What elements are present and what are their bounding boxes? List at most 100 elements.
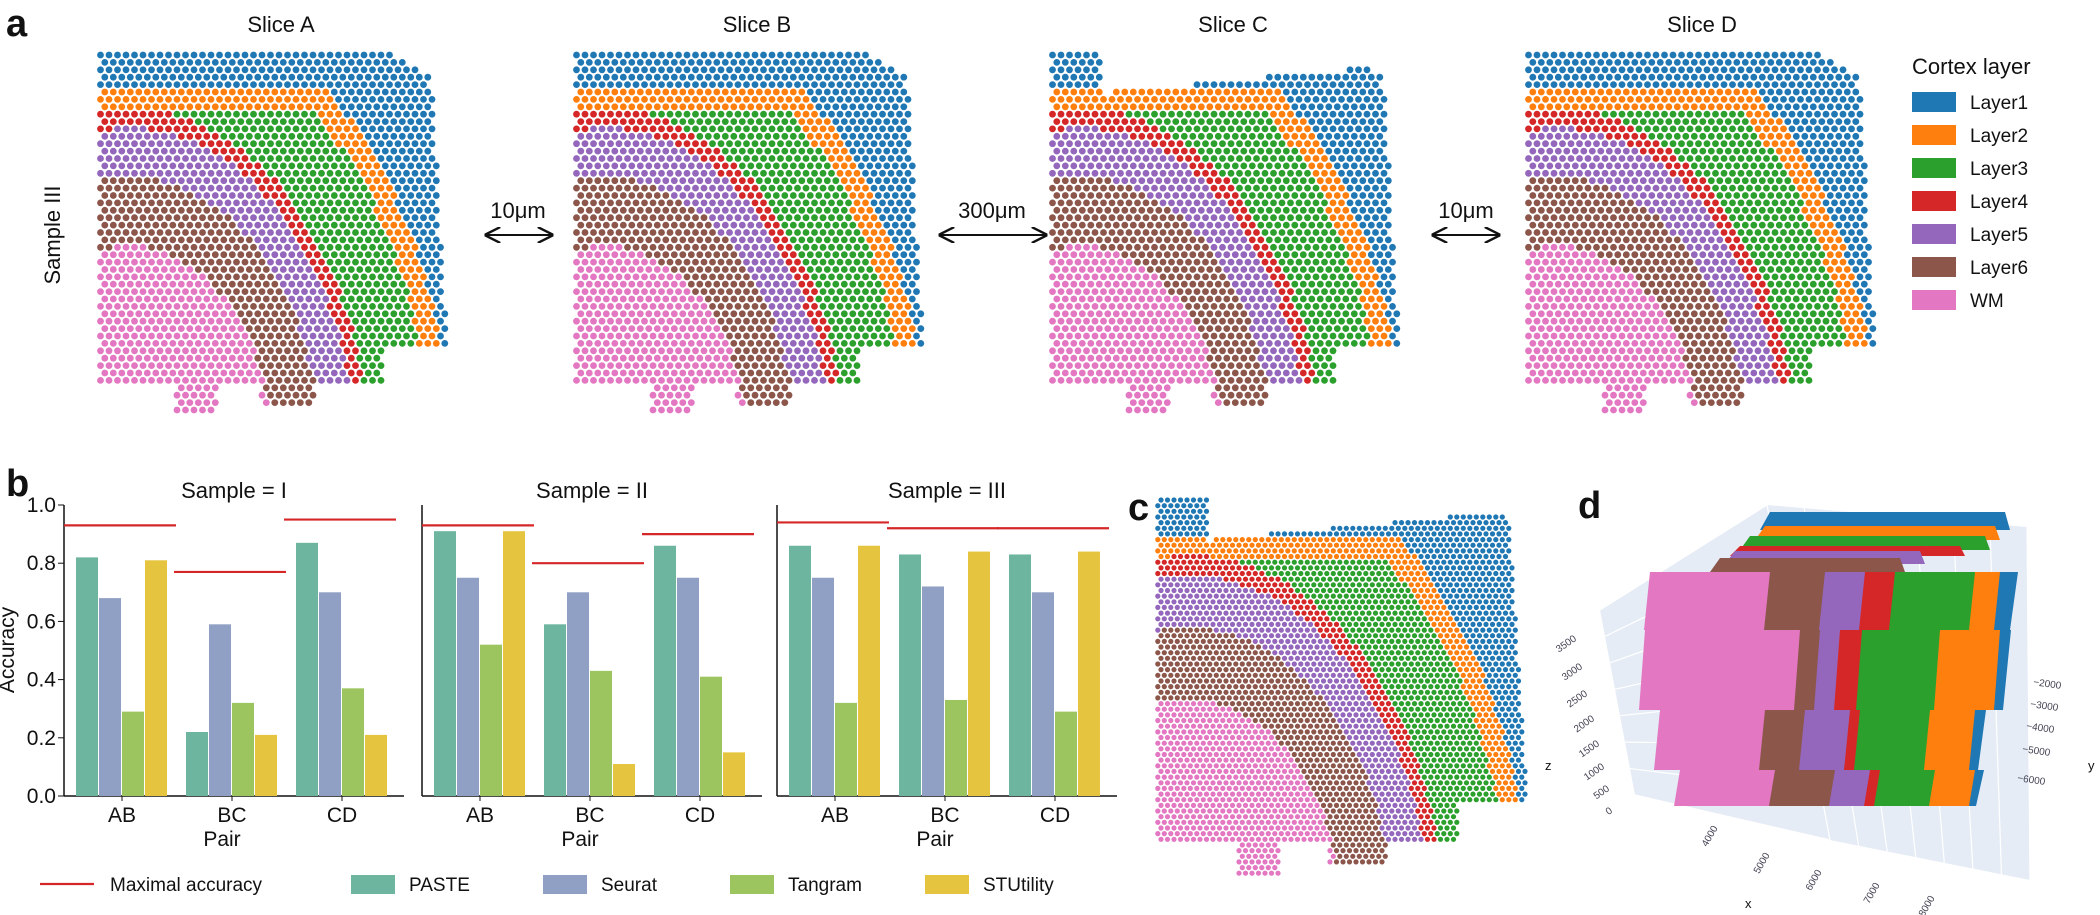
grid-line [2026,526,2031,881]
slice-a-spots [97,51,449,414]
legend-swatch-tangram [730,875,774,894]
y-tick-label: 0.4 [27,669,57,692]
bar-tangram-2-CD [700,676,722,796]
bar-paste-1-BC [186,731,208,796]
bar-seurat-2-AB [457,577,479,796]
legend-swatch-stutility [925,875,969,894]
y-tick-label: −6000 [2017,773,2047,788]
panel-label-d: d [1578,485,1601,527]
legend-label-tangram: Tangram [788,875,862,896]
y-tick-label: −4000 [2026,721,2056,736]
3d-layer-block-layer6 [1764,572,1833,630]
legend-swatch-layer3 [1912,158,1956,178]
3d-layer-block-layer2 [1934,630,2008,710]
legend-swatch-paste [351,875,395,894]
3d-layer-block-layer6 [1759,710,1813,770]
bar-seurat-3-CD [1032,592,1054,796]
3d-layer-block-layer3 [1856,630,1948,710]
bar-stutility-2-CD [723,752,745,796]
legend-label-max-accuracy: Maximal accuracy [110,875,263,896]
3d-layer-block-layer1 [1969,770,1984,806]
legend-swatch-layer6 [1912,257,1956,277]
slice-spot-maps [97,51,1877,414]
slice-d-spots [1525,51,1877,414]
3d-layer-block-layer1 [1994,572,2018,630]
z-tick-label: 3000 [1560,661,1585,683]
y-axis-title: y [2088,758,2095,773]
3d-layer-block-wm [1644,572,1778,630]
legend-label-layer4: Layer4 [1970,192,2029,213]
row-label: Sample III [40,185,65,284]
z-tick-label: 1000 [1582,761,1607,783]
z-axis-title: z [1545,758,1552,773]
legend-label-layer5: Layer5 [1970,225,2028,246]
legend-swatch-layer2 [1912,125,1956,145]
x-tick-label: 5000 [1752,851,1773,876]
3d-layer-block-wm [1654,710,1773,770]
z-tick-label: 1500 [1577,738,1602,760]
bar-tangram-3-BC [945,699,967,796]
x-axis-label: Pair [203,828,240,851]
bar-stutility-2-BC [613,763,635,796]
x-axis-label: Pair [916,828,953,851]
y-tick-label: −5000 [2022,744,2052,759]
bar-paste-2-BC [544,624,566,796]
y-tick-label: 0.0 [27,785,56,808]
bar-tangram-1-BC [232,702,254,796]
legend-swatch-layer5 [1912,224,1956,244]
legend-label-layer3: Layer3 [1970,159,2028,180]
bar-paste-3-CD [1009,554,1031,796]
y-tick-label: 0.6 [27,610,56,633]
grid-line [1599,504,1768,611]
bar-stutility-2-AB [503,531,525,796]
y-tick-label: 0.2 [27,727,56,750]
distance-label-cd: 10μm [1438,198,1493,223]
aligned-slices-overlay [1155,497,1528,876]
panel-label-b: b [6,463,29,505]
3d-layer-block-layer5 [1819,572,1873,630]
3d-layer-block-layer3 [1889,572,1983,630]
3d-layer-block-layer2 [1924,710,1983,770]
bar-seurat-1-BC [209,624,231,796]
bar-stutility-1-AB [145,560,167,796]
bar-paste-2-CD [654,545,676,796]
x-tick-label-CD: CD [327,804,357,827]
x-tick-label-CD: CD [685,804,715,827]
3d-layer-block-layer2 [1929,770,1983,806]
bar-tangram-1-AB [122,711,144,796]
bar-seurat-1-AB [99,598,121,796]
distance-label-bc: 300μm [958,198,1026,223]
3d-layer-band [1710,558,1905,572]
bar-tangram-2-AB [480,644,502,796]
bar-tangram-3-AB [835,702,857,796]
3d-layer-band [1760,512,2010,530]
x-tick-label: 7000 [1862,881,1883,906]
z-tick-label: 500 [1592,783,1612,802]
panel-label-c: c [1128,487,1149,529]
bar-seurat-3-BC [922,586,944,796]
x-tick-label-CD: CD [1040,804,1070,827]
z-tick-label: 2000 [1572,713,1597,735]
distance-label-ab: 10μm [490,198,545,223]
aligned-spots [1155,497,1528,876]
3d-layer-block-layer3 [1854,710,1938,770]
legend-label-layer6: Layer6 [1970,258,2028,279]
slice-title-a: Slice A [247,12,315,37]
bar-seurat-1-CD [319,592,341,796]
bar-legend: Maximal accuracy PASTE Seurat Tangram STUtil… [40,875,1054,896]
x-tick-label-BC: BC [217,804,246,827]
legend-swatch-seurat [543,875,587,894]
legend-label-seurat: Seurat [601,875,658,896]
accuracy-bar-chart: Sample = I AB BC CD Pair Sample = II AB BC CD Pai… [27,478,1117,851]
bar-stutility-1-CD [365,734,387,796]
bar-tangram-3-CD [1055,711,1077,796]
y-tick-label: −2000 [2033,677,2063,692]
3d-layer-block-layer1 [1994,630,2011,710]
x-axis-label: Pair [561,828,598,851]
facet-title-3: Sample = III [888,478,1006,503]
legend-label-layer2: Layer2 [1970,126,2028,147]
y-tick-label: 0.8 [27,552,56,575]
legend-swatch-layer1 [1912,92,1956,112]
x-tick-label: 8000 [1917,894,1938,915]
